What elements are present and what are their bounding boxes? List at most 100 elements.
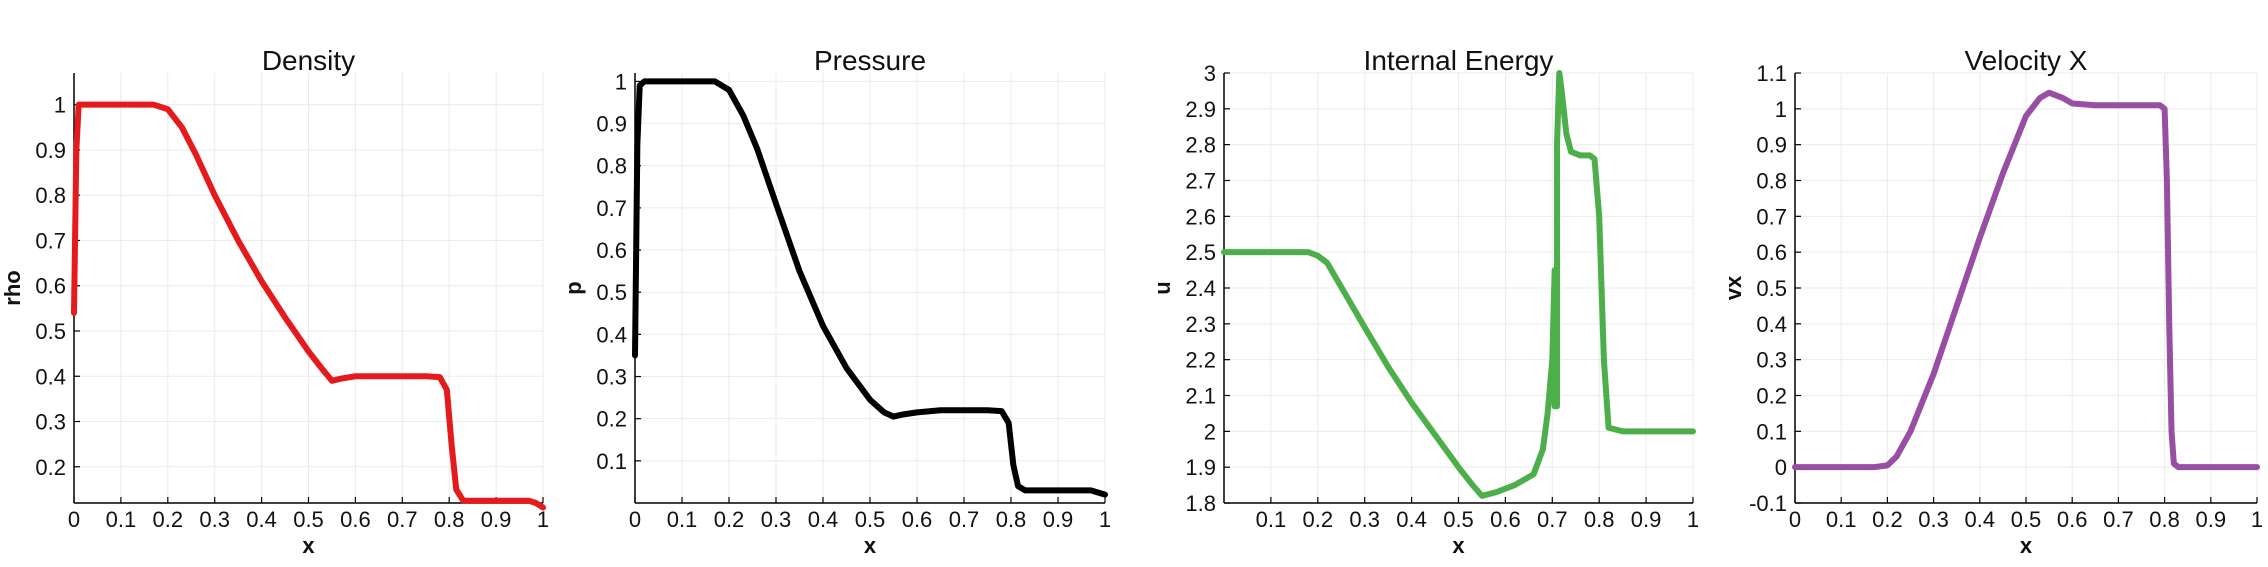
x-axis-label: x — [2020, 533, 2033, 558]
y-tick-label: 1.9 — [1185, 455, 1216, 480]
x-tick-label: 0 — [1789, 507, 1801, 532]
series-line — [1792, 89, 2260, 471]
series-line — [632, 78, 1108, 498]
y-tick-label: 0.3 — [35, 410, 66, 435]
x-tick-label: 0.2 — [714, 507, 745, 532]
x-tick-label: 0.7 — [1537, 507, 1568, 532]
x-tick-label: 0.9 — [1043, 507, 1074, 532]
x-tick-label: 0.5 — [2011, 507, 2042, 532]
y-tick-label: 0.4 — [35, 364, 66, 389]
x-tick-label: 0.8 — [2149, 507, 2180, 532]
x-tick-label: 0.5 — [855, 507, 886, 532]
y-tick-label: 0.6 — [1756, 240, 1787, 265]
y-tick-label: 2.5 — [1185, 240, 1216, 265]
x-tick-label: 0.8 — [434, 507, 465, 532]
x-tick-label: 0.8 — [996, 507, 1027, 532]
y-tick-label: 1.8 — [1185, 491, 1216, 516]
x-tick-label: 0.9 — [2196, 507, 2227, 532]
y-axis-label: u — [1150, 281, 1175, 294]
x-tick-label: 0.3 — [1349, 507, 1380, 532]
y-tick-label: 0.9 — [35, 138, 66, 163]
y-tick-label: 0.7 — [596, 196, 627, 221]
x-tick-label: 0.5 — [293, 507, 324, 532]
y-tick-label: 2.9 — [1185, 97, 1216, 122]
y-tick-label: 0.8 — [35, 183, 66, 208]
y-tick-label: 3 — [1204, 61, 1216, 86]
x-tick-label: 0 — [68, 507, 80, 532]
x-tick-label: 0.9 — [481, 507, 512, 532]
x-tick-label: 0.1 — [1256, 507, 1287, 532]
y-tick-label: 0.7 — [1756, 204, 1787, 229]
y-tick-label: 0.9 — [1756, 133, 1787, 158]
y-tick-label: 0.8 — [596, 154, 627, 179]
y-tick-label: 0.2 — [596, 407, 627, 432]
x-tick-label: 0.6 — [1490, 507, 1521, 532]
y-tick-label: 2.1 — [1185, 384, 1216, 409]
x-tick-label: 0 — [629, 507, 641, 532]
series-line — [71, 101, 546, 511]
x-tick-label: 1 — [2251, 507, 2263, 532]
x-tick-label: 0.2 — [1303, 507, 1334, 532]
x-tick-label: 0.5 — [1443, 507, 1474, 532]
x-tick-label: 0.4 — [1965, 507, 1996, 532]
x-tick-label: 0.1 — [106, 507, 137, 532]
y-tick-label: 1 — [1775, 97, 1787, 122]
y-tick-label: 1 — [54, 93, 66, 118]
y-tick-label: 0.9 — [596, 112, 627, 137]
x-tick-label: 0.8 — [1584, 507, 1615, 532]
y-tick-label: 0 — [1775, 455, 1787, 480]
chart-title: Density — [262, 45, 355, 76]
y-tick-label: 0.7 — [35, 228, 66, 253]
x-axis-label: x — [302, 533, 315, 558]
x-tick-label: 0.3 — [199, 507, 230, 532]
y-tick-label: 0.2 — [35, 455, 66, 480]
y-tick-label: 0.1 — [596, 449, 627, 474]
y-tick-label: 0.5 — [596, 280, 627, 305]
x-tick-label: 0.7 — [949, 507, 980, 532]
x-tick-label: 0.2 — [1872, 507, 1903, 532]
y-tick-label: 0.3 — [1756, 348, 1787, 373]
y-tick-label: 2.7 — [1185, 169, 1216, 194]
y-tick-label: 2.6 — [1185, 204, 1216, 229]
x-tick-label: 0.1 — [667, 507, 698, 532]
x-tick-label: 1 — [537, 507, 549, 532]
y-tick-label: 0.4 — [1756, 312, 1787, 337]
y-tick-label: 0.5 — [35, 319, 66, 344]
y-tick-label: 0.1 — [1756, 419, 1787, 444]
y-axis-label: rho — [0, 270, 25, 305]
x-tick-label: 0.7 — [2103, 507, 2134, 532]
chart-title: Velocity X — [1965, 45, 2088, 76]
y-tick-label: 2.8 — [1185, 133, 1216, 158]
y-axis-label: p — [561, 281, 586, 294]
x-tick-label: 0.2 — [153, 507, 184, 532]
y-tick-label: 1.1 — [1756, 61, 1787, 86]
y-tick-label: 2.3 — [1185, 312, 1216, 337]
x-axis-label: x — [1452, 533, 1465, 558]
y-tick-label: -0.1 — [1749, 491, 1787, 516]
y-tick-label: 0.5 — [1756, 276, 1787, 301]
x-tick-label: 1 — [1687, 507, 1699, 532]
y-axis-label: vx — [1721, 275, 1746, 300]
chart-1: 0 0.1 0.2 0.3 0.4 0.5 0.6 0.7 0.8 0.9 1 0.1 0.2 0.3 0.… — [561, 45, 1111, 558]
chart-2: 0.1 0.2 0.3 0.4 0.5 0.6 0.7 0.8 0.9 1 1.8 1.9 2 2.1 2.… — [1150, 45, 1699, 558]
x-tick-label: 0.4 — [808, 507, 839, 532]
x-tick-label: 0.6 — [2057, 507, 2088, 532]
y-tick-label: 0.8 — [1756, 169, 1787, 194]
chart-0: 0 0.1 0.2 0.3 0.4 0.5 0.6 0.7 0.8 0.9 1 0.2 0.3 0.4 0.… — [0, 45, 549, 558]
chart-title: Internal Energy — [1364, 45, 1554, 76]
y-tick-label: 2 — [1204, 419, 1216, 444]
chart-title: Pressure — [814, 45, 926, 76]
x-tick-label: 0.7 — [387, 507, 418, 532]
y-tick-label: 2.4 — [1185, 276, 1216, 301]
x-tick-label: 0.4 — [246, 507, 277, 532]
x-tick-label: 0.6 — [902, 507, 933, 532]
x-tick-label: 0.6 — [340, 507, 371, 532]
x-axis-label: x — [864, 533, 877, 558]
y-tick-label: 0.4 — [596, 322, 627, 347]
x-tick-label: 0.1 — [1826, 507, 1857, 532]
y-tick-label: 1 — [615, 69, 627, 94]
x-tick-label: 0.3 — [761, 507, 792, 532]
y-tick-label: 0.2 — [1756, 384, 1787, 409]
series-line — [1221, 70, 1696, 499]
